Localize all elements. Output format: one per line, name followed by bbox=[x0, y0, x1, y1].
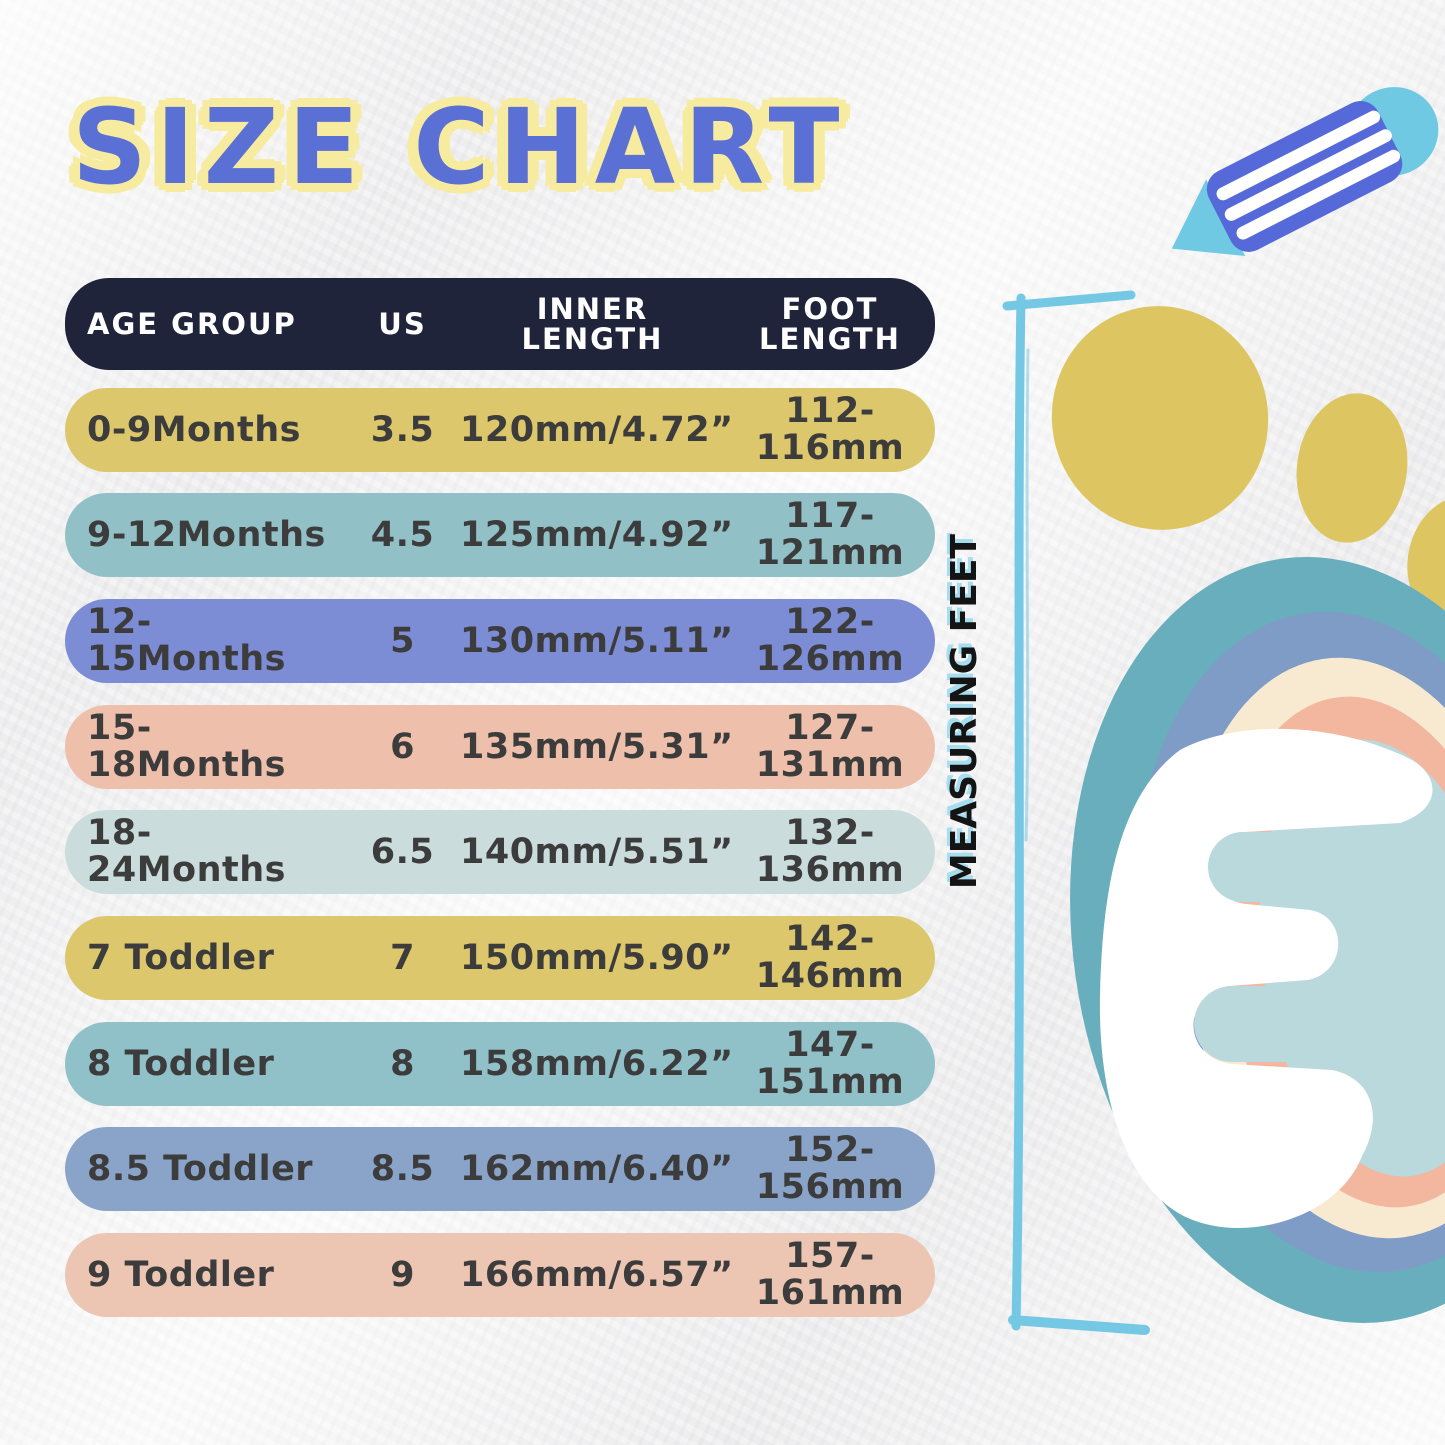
cell-inner-length: 130mm/5.11” bbox=[460, 620, 734, 661]
measuring-line-icon bbox=[1002, 290, 1150, 1335]
column-header-age-group: AGE GROUP bbox=[87, 306, 297, 341]
cell-age-group: 7 Toddler bbox=[87, 937, 275, 978]
cell-us-size: 7 bbox=[390, 937, 415, 978]
cell-foot-length: 127-131mm bbox=[755, 708, 905, 785]
cell-inner-length: 150mm/5.90” bbox=[460, 937, 734, 978]
page-title: SIZE CHART bbox=[72, 86, 849, 208]
cell-inner-length: 135mm/5.31” bbox=[460, 726, 734, 767]
cell-inner-length: 120mm/4.72” bbox=[460, 409, 734, 450]
cell-us-size: 6 bbox=[390, 726, 415, 767]
cell-foot-length: 142-146mm bbox=[755, 919, 905, 996]
toe-shape bbox=[1407, 496, 1445, 624]
toe-shape bbox=[1296, 393, 1408, 543]
table-row: 9 Toddler 9 166mm/6.57” 157-161mm bbox=[65, 1233, 935, 1317]
table-row: 9-12Months 4.5 125mm/4.92” 117-121mm bbox=[65, 493, 935, 577]
cell-us-size: 9 bbox=[390, 1254, 415, 1295]
cell-age-group: 8 Toddler bbox=[87, 1043, 275, 1084]
cell-age-group: 9-12Months bbox=[87, 514, 326, 555]
cell-age-group: 15-18Months bbox=[87, 708, 286, 785]
column-header-foot-length: FOOT LENGTH bbox=[759, 291, 901, 356]
cell-age-group: 8.5 Toddler bbox=[87, 1148, 314, 1189]
cell-inner-length: 125mm/4.92” bbox=[460, 514, 734, 555]
cell-foot-length: 152-156mm bbox=[755, 1130, 905, 1207]
cell-foot-length: 132-136mm bbox=[755, 813, 905, 890]
table-header-row: AGE GROUP US INNER LENGTH FOOT LENGTH bbox=[65, 278, 935, 370]
cell-inner-length: 158mm/6.22” bbox=[460, 1043, 734, 1084]
table-row: 8.5 Toddler 8.5 162mm/6.40” 152-156mm bbox=[65, 1127, 935, 1211]
cell-age-group: 0-9Months bbox=[87, 409, 302, 450]
cell-foot-length: 122-126mm bbox=[755, 602, 905, 679]
cell-inner-length: 166mm/6.57” bbox=[460, 1254, 734, 1295]
cell-age-group: 18-24Months bbox=[87, 813, 286, 890]
cell-age-group: 9 Toddler bbox=[87, 1254, 275, 1295]
table-row: 8 Toddler 8 158mm/6.22” 147-151mm bbox=[65, 1022, 935, 1106]
table-row: 18-24Months 6.5 140mm/5.51” 132-136mm bbox=[65, 810, 935, 894]
table-row: 12-15Months 5 130mm/5.11” 122-126mm bbox=[65, 599, 935, 683]
table-row: 0-9Months 3.5 120mm/4.72” 112-116mm bbox=[65, 388, 935, 472]
cell-inner-length: 140mm/5.51” bbox=[460, 831, 734, 872]
big-toe-shape bbox=[1051, 306, 1269, 530]
baby-footprint-icon bbox=[1051, 306, 1445, 1323]
column-header-us: US bbox=[378, 306, 427, 341]
cell-inner-length: 162mm/6.40” bbox=[460, 1148, 734, 1189]
cell-us-size: 3.5 bbox=[370, 409, 435, 450]
column-header-inner-length: INNER LENGTH bbox=[521, 291, 664, 356]
measuring-feet-label: MEASURING FEET bbox=[944, 534, 985, 890]
cell-foot-length: 147-151mm bbox=[755, 1025, 905, 1102]
table-row: 15-18Months 6 135mm/5.31” 127-131mm bbox=[65, 705, 935, 789]
cell-foot-length: 112-116mm bbox=[755, 391, 905, 468]
cell-us-size: 8 bbox=[390, 1043, 415, 1084]
cell-us-size: 6.5 bbox=[370, 831, 435, 872]
cell-foot-length: 157-161mm bbox=[755, 1236, 905, 1313]
cell-us-size: 8.5 bbox=[370, 1148, 435, 1189]
white-swirl-shape bbox=[1099, 728, 1433, 1229]
table-row: 7 Toddler 7 150mm/5.90” 142-146mm bbox=[65, 916, 935, 1000]
cell-us-size: 4.5 bbox=[370, 514, 435, 555]
cell-us-size: 5 bbox=[390, 620, 415, 661]
cell-age-group: 12-15Months bbox=[87, 602, 286, 679]
pencil-icon bbox=[1171, 87, 1439, 257]
cell-foot-length: 117-121mm bbox=[755, 496, 905, 573]
